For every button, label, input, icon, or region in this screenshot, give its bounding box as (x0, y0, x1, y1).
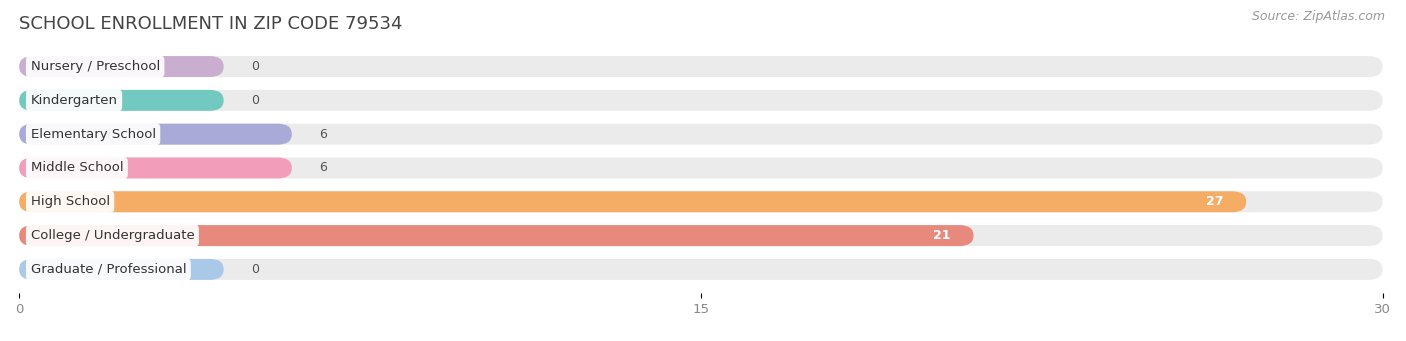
FancyBboxPatch shape (20, 259, 1382, 280)
FancyBboxPatch shape (20, 56, 224, 77)
Text: 6: 6 (319, 162, 328, 175)
FancyBboxPatch shape (20, 90, 224, 111)
FancyBboxPatch shape (20, 225, 973, 246)
FancyBboxPatch shape (20, 191, 1382, 212)
Text: 0: 0 (250, 60, 259, 73)
Text: Source: ZipAtlas.com: Source: ZipAtlas.com (1251, 10, 1385, 23)
FancyBboxPatch shape (20, 124, 292, 145)
FancyBboxPatch shape (20, 158, 292, 178)
Text: Kindergarten: Kindergarten (31, 94, 118, 107)
FancyBboxPatch shape (20, 225, 1382, 246)
FancyBboxPatch shape (20, 259, 224, 280)
FancyBboxPatch shape (20, 124, 1382, 145)
Text: High School: High School (31, 195, 110, 208)
Text: 27: 27 (1206, 195, 1223, 208)
FancyBboxPatch shape (20, 158, 1382, 178)
Text: 0: 0 (250, 263, 259, 276)
FancyBboxPatch shape (20, 191, 1246, 212)
Text: SCHOOL ENROLLMENT IN ZIP CODE 79534: SCHOOL ENROLLMENT IN ZIP CODE 79534 (20, 15, 402, 33)
Text: College / Undergraduate: College / Undergraduate (31, 229, 194, 242)
FancyBboxPatch shape (20, 90, 1382, 111)
Text: Middle School: Middle School (31, 162, 124, 175)
Text: Elementary School: Elementary School (31, 128, 156, 141)
Text: 0: 0 (250, 94, 259, 107)
Text: 6: 6 (319, 128, 328, 141)
FancyBboxPatch shape (20, 56, 1382, 77)
Text: 21: 21 (934, 229, 950, 242)
Text: Nursery / Preschool: Nursery / Preschool (31, 60, 160, 73)
Text: Graduate / Professional: Graduate / Professional (31, 263, 186, 276)
